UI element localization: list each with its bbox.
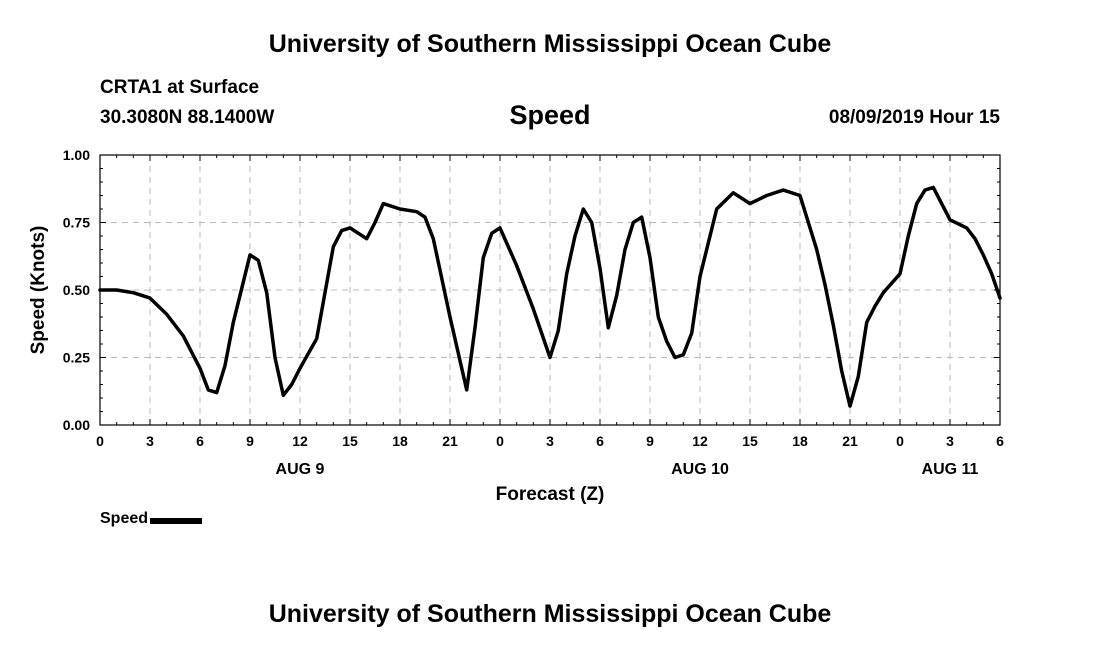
x-tick-label: 21 [842,433,858,449]
footer-title: University of Southern Mississippi Ocean… [268,600,832,628]
x-tick-label: 15 [342,433,358,449]
x-tick-label: 9 [646,433,654,449]
date-label: AUG 10 [671,461,729,478]
coordinates-label: 30.3080N 88.1400W [100,107,275,128]
parameter-title: Speed [509,100,591,130]
station-label: CRTA1 at Surface [100,77,260,98]
x-tick-label: 6 [196,433,204,449]
x-tick-label: 12 [692,433,708,449]
speed-series-line [98,185,1002,408]
x-axis-label: Forecast (Z) [496,484,605,505]
x-tick-label: 9 [246,433,254,449]
x-tick-label: 3 [546,433,554,449]
x-tick-label: 0 [96,433,104,449]
x-tick-label: 6 [996,433,1004,449]
x-tick-label: 12 [292,433,308,449]
y-tick-label: 0.75 [63,215,90,231]
x-tick-label: 21 [442,433,458,449]
legend: Speed [100,510,203,528]
x-tick-label: 6 [596,433,604,449]
legend-swatch [150,518,203,524]
y-tick-label: 0.25 [63,350,90,366]
x-tick-label: 18 [392,433,408,449]
legend-label: Speed [100,510,149,527]
x-tick-label: 0 [896,433,904,449]
y-tick-label: 0.00 [63,417,90,433]
x-tick-label: 0 [496,433,504,449]
y-tick-label: 0.50 [63,282,90,298]
x-tick-label: 3 [946,433,954,449]
forecast-datetime: 08/09/2019 Hour 15 [828,107,1000,128]
chart-title: University of Southern Mississippi Ocean… [268,30,832,58]
x-tick-label: 18 [792,433,808,449]
date-label: AUG 9 [276,461,325,478]
x-tick-label: 15 [742,433,758,449]
y-tick-label: 1.00 [63,147,90,163]
date-label: AUG 11 [922,461,979,478]
y-axis-label: Speed (Knots) [28,226,49,355]
x-tick-label: 3 [146,433,154,449]
